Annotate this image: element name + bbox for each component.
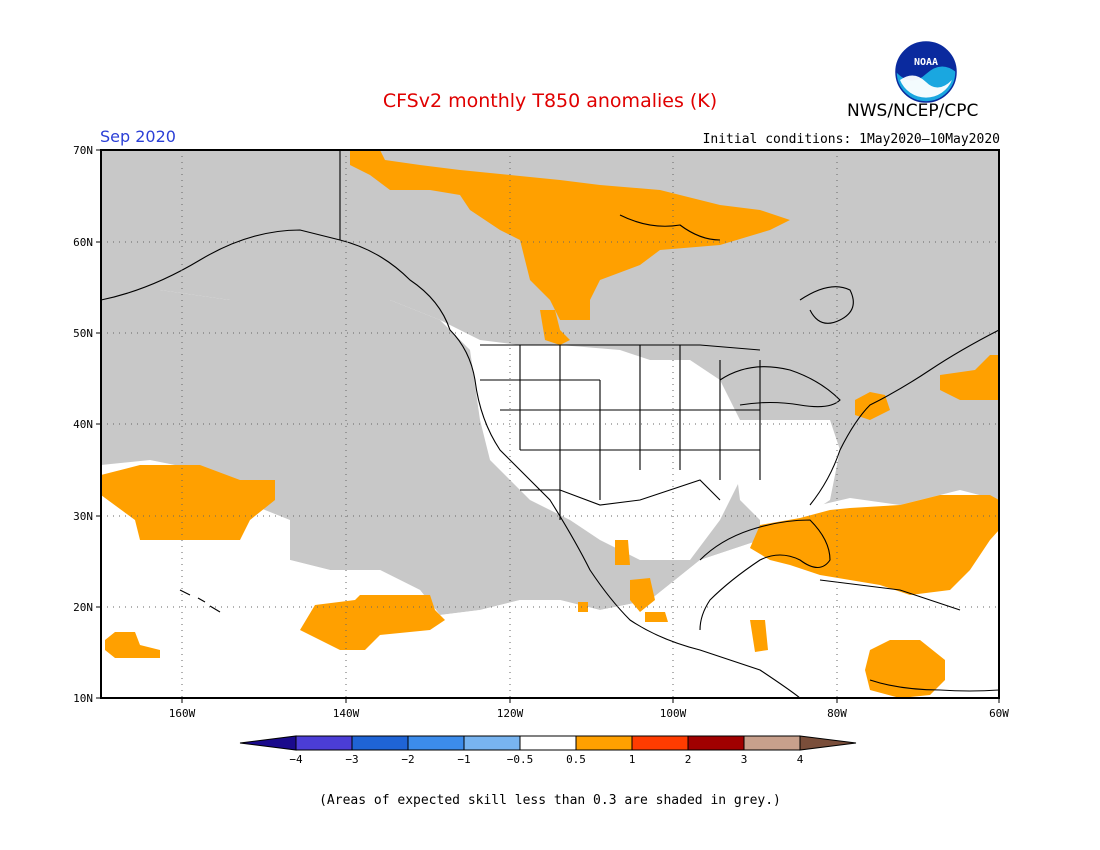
legend-label: −3	[345, 753, 358, 766]
color-legend: −4 −3 −2 −1 −0.5 0.5 1 2 3 4	[239, 735, 857, 766]
legend-label: 4	[797, 753, 804, 766]
legend-swatch	[519, 735, 577, 751]
map-title: CFSv2 monthly T850 anomalies (K)	[382, 90, 718, 112]
forecast-month: Sep 2020	[100, 127, 176, 146]
legend-label: 3	[741, 753, 748, 766]
legend-swatch	[631, 735, 689, 751]
legend-label: −1	[457, 753, 470, 766]
noaa-logo-icon: NOAA	[895, 41, 957, 103]
positive-anomaly-region	[101, 150, 999, 698]
legend-swatch	[463, 735, 521, 751]
legend-label: −4	[289, 753, 303, 766]
graticule	[101, 150, 999, 698]
legend-label: 2	[685, 753, 692, 766]
lat-label: 60N	[73, 236, 93, 249]
lon-label: 140W	[333, 707, 360, 720]
legend-label: 1	[629, 753, 636, 766]
legend-swatch	[799, 735, 857, 751]
legend-swatch	[743, 735, 801, 751]
lat-label: 70N	[73, 144, 93, 157]
initial-conditions: Initial conditions: 1May2020—10May2020	[702, 132, 1000, 147]
lon-label: 100W	[660, 707, 687, 720]
lat-label: 40N	[73, 418, 93, 431]
noaa-logo-text: NOAA	[914, 57, 938, 68]
legend-swatch	[575, 735, 633, 751]
legend-swatch	[687, 735, 745, 751]
legend-label: −0.5	[507, 753, 534, 766]
footnote: (Areas of expected skill less than 0.3 a…	[319, 793, 781, 808]
legend-swatch	[407, 735, 465, 751]
lat-label: 10N	[73, 692, 93, 705]
legend-swatch	[295, 735, 353, 751]
lon-label: 160W	[169, 707, 196, 720]
legend-swatch	[239, 735, 297, 751]
legend-label: −2	[401, 753, 414, 766]
legend-label: 0.5	[566, 753, 586, 766]
lon-label: 60W	[989, 707, 1009, 720]
coastlines	[101, 150, 999, 698]
legend-swatch	[351, 735, 409, 751]
lon-label: 80W	[827, 707, 847, 720]
agency-label: NWS/NCEP/CPC	[847, 101, 979, 121]
lat-label: 50N	[73, 327, 93, 340]
lat-label: 30N	[73, 510, 93, 523]
lat-label: 20N	[73, 601, 93, 614]
lon-label: 120W	[497, 707, 524, 720]
